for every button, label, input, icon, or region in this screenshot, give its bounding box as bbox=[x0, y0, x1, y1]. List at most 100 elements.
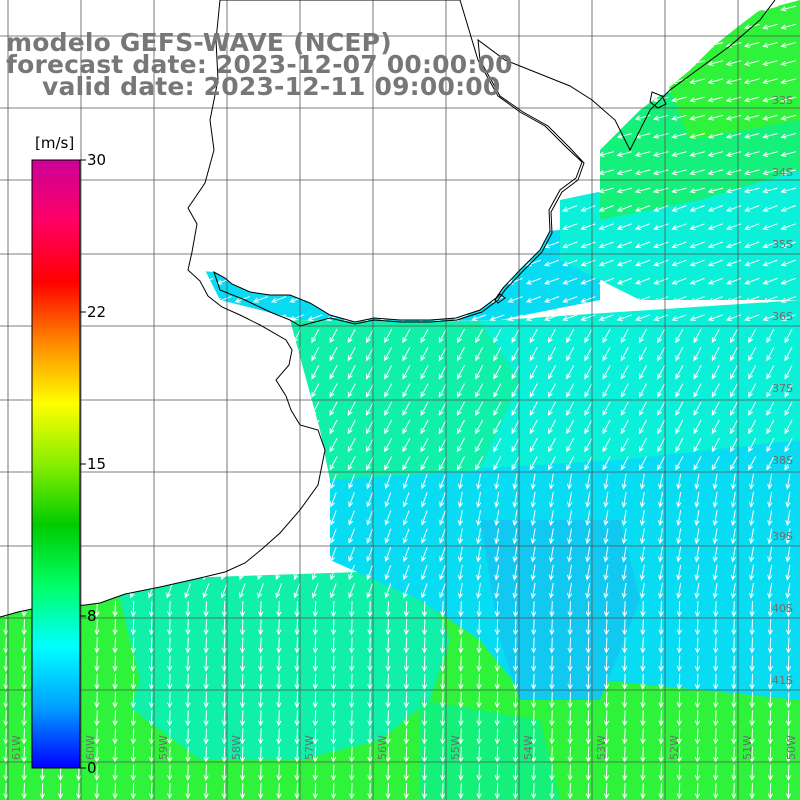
wind-arrow bbox=[148, 673, 155, 691]
wind-arrow bbox=[348, 492, 355, 508]
wind-arrow bbox=[166, 565, 173, 581]
wind-arrow bbox=[238, 328, 247, 344]
wind-arrow bbox=[584, 401, 593, 417]
wind-arrow bbox=[311, 583, 319, 599]
wind-arrow bbox=[416, 259, 432, 267]
wind-arrow bbox=[507, 241, 523, 249]
wind-arrow bbox=[402, 419, 411, 435]
wind-arrow bbox=[475, 456, 484, 471]
wind-arrow bbox=[421, 528, 428, 544]
wind-arrow bbox=[566, 401, 575, 417]
wind-arrow bbox=[293, 328, 302, 344]
wind-arrow bbox=[634, 296, 651, 303]
wind-arrow bbox=[420, 401, 429, 417]
wind-arrow bbox=[676, 728, 682, 745]
wind-arrow bbox=[183, 456, 192, 471]
wind-arrow bbox=[652, 187, 669, 194]
wind-arrow bbox=[252, 151, 269, 157]
wind-arrow bbox=[713, 601, 719, 618]
wind-arrow bbox=[566, 419, 575, 435]
wind-arrow bbox=[493, 383, 502, 398]
wind-arrow bbox=[311, 383, 320, 398]
longitude-label: 54W bbox=[522, 735, 535, 760]
wind-arrow bbox=[639, 564, 646, 581]
wind-arrow bbox=[531, 637, 537, 654]
wind-arrow bbox=[367, 692, 373, 709]
wind-arrow bbox=[566, 346, 575, 362]
wind-arrow bbox=[713, 710, 719, 727]
wind-arrow bbox=[70, 114, 87, 121]
wind-arrow bbox=[161, 5, 178, 12]
wind-arrow bbox=[561, 96, 578, 103]
wind-arrow bbox=[529, 383, 538, 398]
wind-arrow bbox=[494, 601, 500, 618]
wind-arrow bbox=[562, 296, 578, 303]
wind-arrow bbox=[653, 205, 669, 212]
wind-arrow bbox=[385, 637, 391, 654]
wind-arrow bbox=[640, 601, 646, 618]
longitude-label: 61W bbox=[10, 735, 23, 760]
wind-arrow bbox=[385, 601, 391, 618]
wind-arrow bbox=[256, 419, 265, 435]
wind-arrow bbox=[567, 491, 573, 508]
wind-arrow bbox=[166, 474, 173, 490]
wind-arrow bbox=[111, 474, 119, 490]
wind-arrow bbox=[312, 601, 318, 618]
wind-arrow bbox=[143, 5, 159, 12]
wind-arrow bbox=[125, 223, 141, 230]
wind-arrow bbox=[349, 764, 355, 782]
wind-arrow bbox=[603, 637, 610, 654]
wind-arrow bbox=[185, 619, 191, 636]
wind-arrow bbox=[294, 601, 300, 618]
wind-arrow bbox=[312, 673, 318, 691]
wind-arrow bbox=[1, 456, 10, 471]
wind-arrow bbox=[20, 456, 29, 471]
wind-arrow bbox=[616, 151, 633, 157]
wind-arrow bbox=[111, 401, 120, 417]
wind-arrow bbox=[329, 419, 338, 435]
wind-arrow bbox=[184, 492, 192, 508]
wind-arrow bbox=[216, 259, 232, 267]
wind-arrow bbox=[257, 528, 264, 544]
wind-arrow bbox=[725, 277, 742, 285]
wind-arrow bbox=[88, 259, 105, 267]
wind-arrow bbox=[634, 314, 651, 321]
wind-arrow bbox=[471, 241, 487, 249]
wind-arrow bbox=[675, 383, 684, 398]
wind-arrow bbox=[270, 187, 287, 194]
wind-arrow bbox=[543, 259, 560, 267]
wind-arrow bbox=[16, 314, 32, 321]
wind-arrow bbox=[730, 510, 737, 527]
wind-arrow bbox=[107, 314, 123, 321]
wind-arrow bbox=[567, 673, 573, 691]
wind-arrow bbox=[580, 133, 596, 139]
wind-arrow bbox=[780, 296, 796, 303]
wind-arrow bbox=[434, 223, 450, 230]
wind-arrow bbox=[658, 528, 664, 545]
wind-arrow bbox=[585, 728, 591, 745]
wind-arrow bbox=[20, 346, 29, 362]
wind-arrow bbox=[16, 241, 32, 249]
wind-arrow bbox=[257, 546, 264, 563]
wind-arrow bbox=[622, 673, 628, 691]
wind-arrow bbox=[439, 583, 446, 599]
wind-arrow bbox=[202, 365, 211, 380]
wind-arrow bbox=[493, 365, 502, 380]
wind-arrow bbox=[676, 528, 682, 545]
wind-arrow bbox=[689, 314, 705, 321]
wind-arrow bbox=[471, 277, 487, 285]
wind-arrow bbox=[512, 528, 518, 545]
wind-arrow bbox=[598, 60, 614, 66]
wind-arrow bbox=[111, 365, 120, 380]
wind-arrow bbox=[494, 655, 500, 672]
wind-arrow bbox=[185, 673, 191, 691]
wind-arrow bbox=[239, 528, 246, 544]
wind-arrow bbox=[161, 314, 177, 321]
wind-arrow bbox=[294, 619, 300, 636]
wind-arrow bbox=[107, 296, 123, 303]
wind-arrow bbox=[325, 205, 341, 212]
wind-arrow bbox=[20, 510, 28, 526]
wind-arrow bbox=[385, 783, 391, 800]
wind-arrow bbox=[525, 169, 542, 176]
